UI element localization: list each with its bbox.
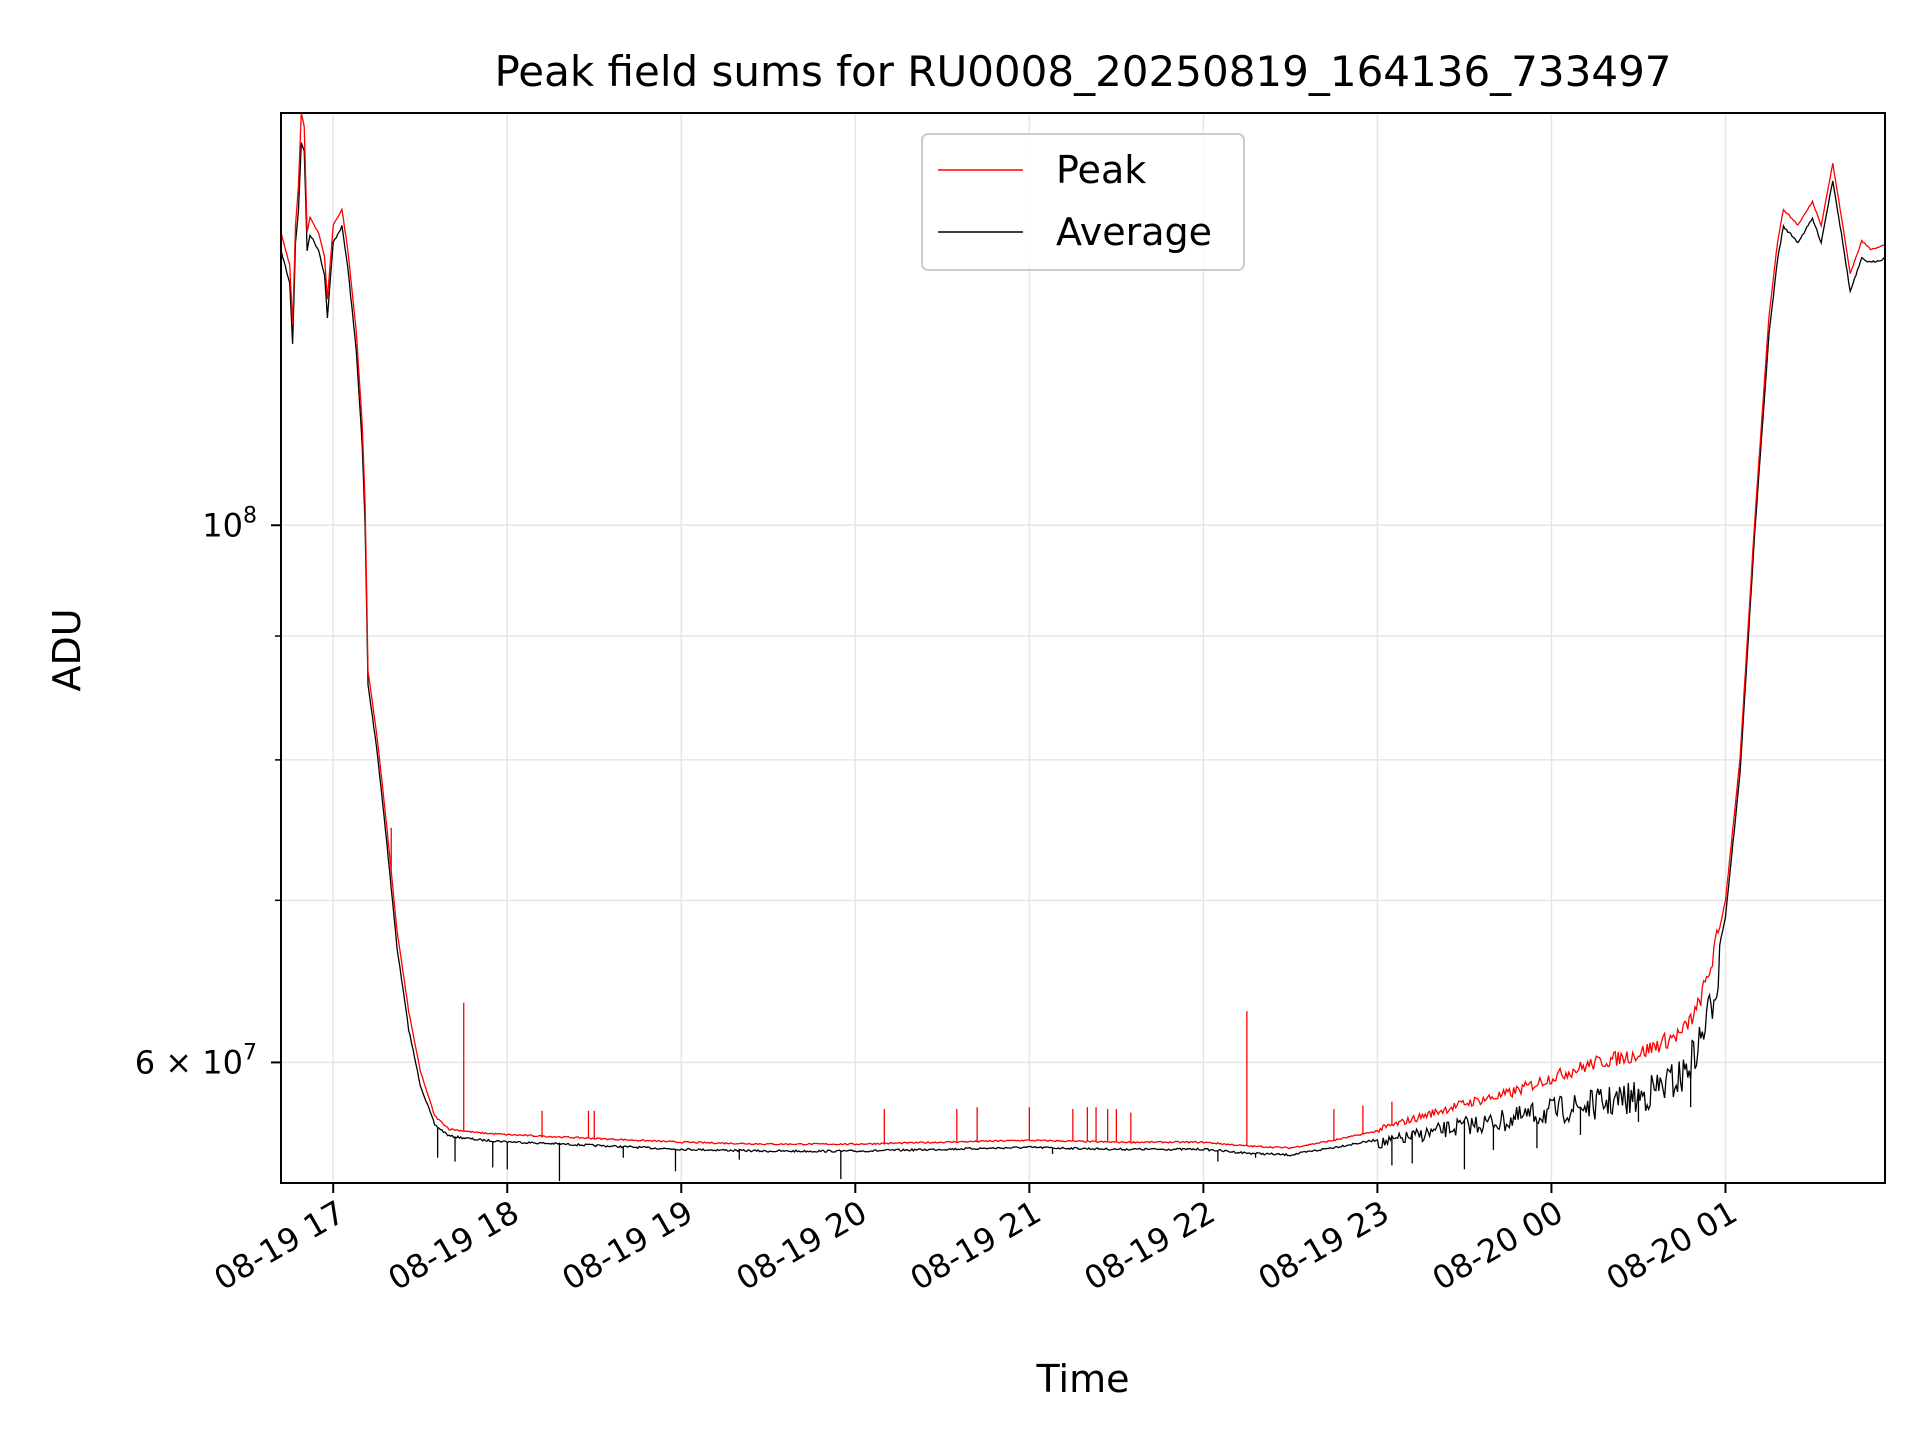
average-series-line: [281, 142, 1885, 1157]
y-axis-label: ADU: [45, 608, 89, 691]
x-axis-label: Time: [1036, 1357, 1130, 1401]
peak-series-line: [281, 113, 1885, 1150]
plot-area: [281, 113, 1885, 1182]
legend: Peak Average: [921, 133, 1245, 271]
legend-box: [921, 133, 1245, 271]
y-tick-label: 108: [202, 503, 257, 544]
chart-title: Peak field sums for RU0008_20250819_1641…: [494, 47, 1671, 96]
legend-average-label: Average: [1056, 210, 1212, 254]
legend-peak-label: Peak: [1056, 148, 1146, 192]
y-tick-label: 6 × 107: [135, 1040, 257, 1081]
axes-frame: [280, 112, 1886, 1184]
